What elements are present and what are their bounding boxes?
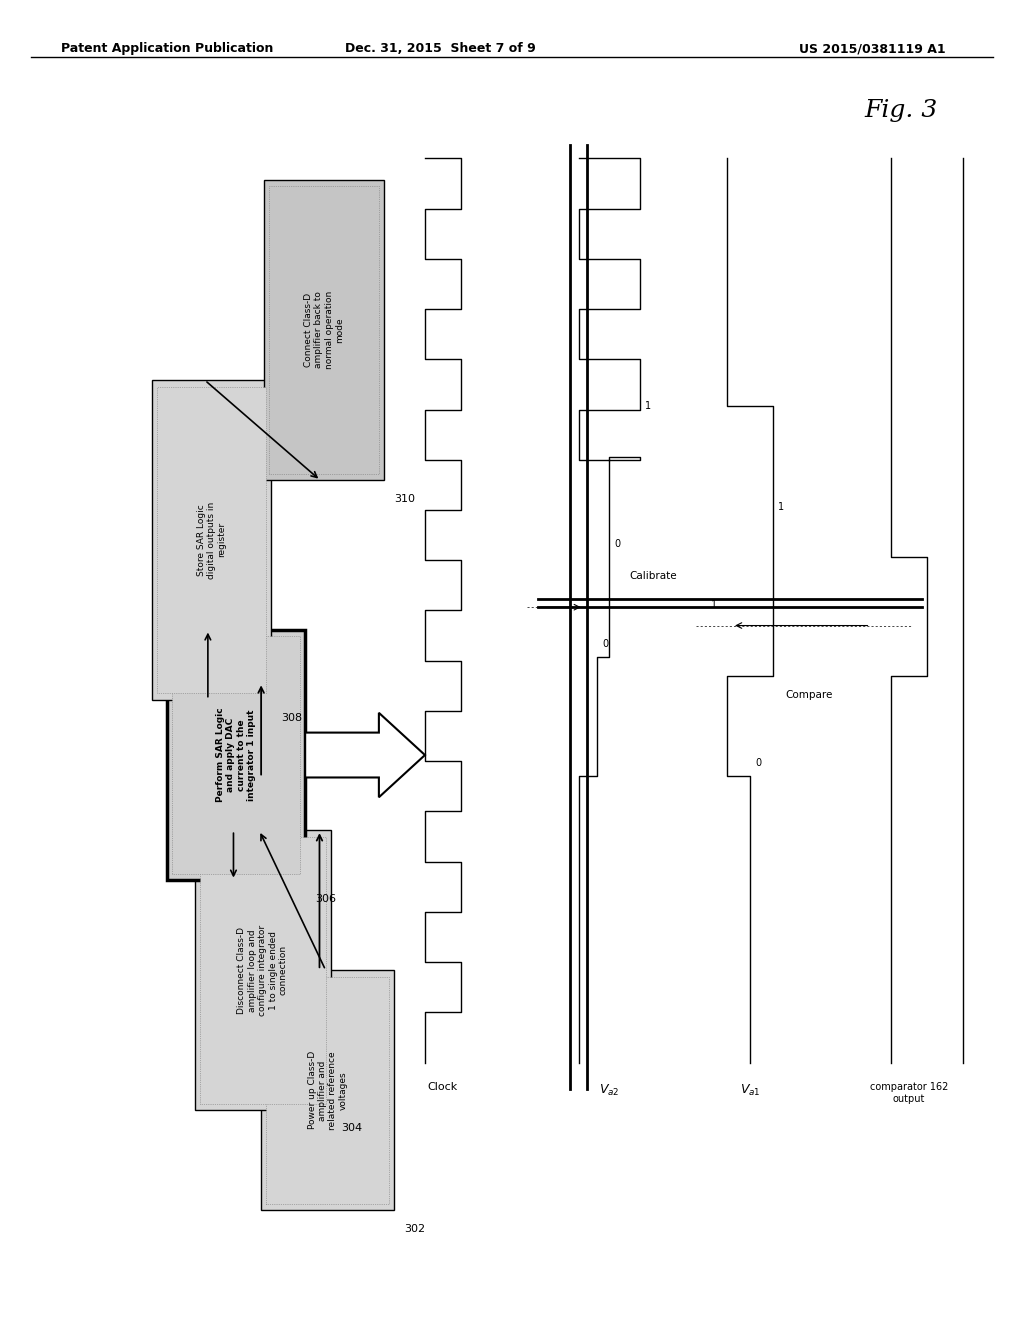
Text: Disconnect Class-D
amplifier loop and
configure integrator
1 to single ended
con: Disconnect Class-D amplifier loop and co… — [238, 924, 288, 1016]
Text: Dec. 31, 2015  Sheet 7 of 9: Dec. 31, 2015 Sheet 7 of 9 — [345, 42, 536, 55]
Text: Compare: Compare — [785, 689, 833, 700]
Bar — [157, 387, 266, 693]
Text: Calibrate: Calibrate — [629, 570, 677, 581]
Text: Clock: Clock — [428, 1082, 458, 1093]
Text: 1: 1 — [645, 401, 651, 412]
Text: 1: 1 — [778, 502, 784, 512]
Bar — [269, 186, 379, 474]
Text: Store SAR Logic
digital outputs in
register: Store SAR Logic digital outputs in regis… — [197, 502, 226, 578]
Text: 0: 0 — [602, 639, 608, 649]
Text: 0: 0 — [755, 758, 761, 768]
Text: 304: 304 — [341, 1123, 362, 1134]
Text: $V_{a2}$: $V_{a2}$ — [599, 1082, 620, 1097]
Bar — [152, 380, 271, 700]
Text: 0: 0 — [614, 539, 621, 549]
Text: Fig. 3: Fig. 3 — [864, 99, 938, 121]
Bar — [167, 630, 305, 880]
Bar — [200, 837, 326, 1104]
Text: 1: 1 — [711, 601, 717, 610]
Bar — [264, 180, 384, 480]
Bar — [195, 830, 331, 1110]
Bar — [172, 636, 300, 874]
Text: Power up Class-D
amplifier and
related reference
voltages: Power up Class-D amplifier and related r… — [307, 1051, 348, 1130]
Text: Connect Class-D
amplifier back to
normal operation
mode: Connect Class-D amplifier back to normal… — [304, 290, 344, 370]
Text: 308: 308 — [282, 713, 303, 723]
Text: $V_{a1}$: $V_{a1}$ — [739, 1082, 761, 1097]
Text: 306: 306 — [315, 894, 337, 904]
Text: 302: 302 — [404, 1224, 426, 1234]
Text: US 2015/0381119 A1: US 2015/0381119 A1 — [799, 42, 945, 55]
Polygon shape — [305, 713, 425, 797]
Text: Perform SAR Logic
and apply DAC
current to the
integrator 1 input: Perform SAR Logic and apply DAC current … — [216, 708, 256, 803]
Text: comparator 162
output: comparator 162 output — [869, 1082, 948, 1104]
Bar — [261, 970, 394, 1210]
Text: Patent Application Publication: Patent Application Publication — [61, 42, 273, 55]
Bar — [266, 977, 389, 1204]
Text: 310: 310 — [394, 494, 416, 504]
